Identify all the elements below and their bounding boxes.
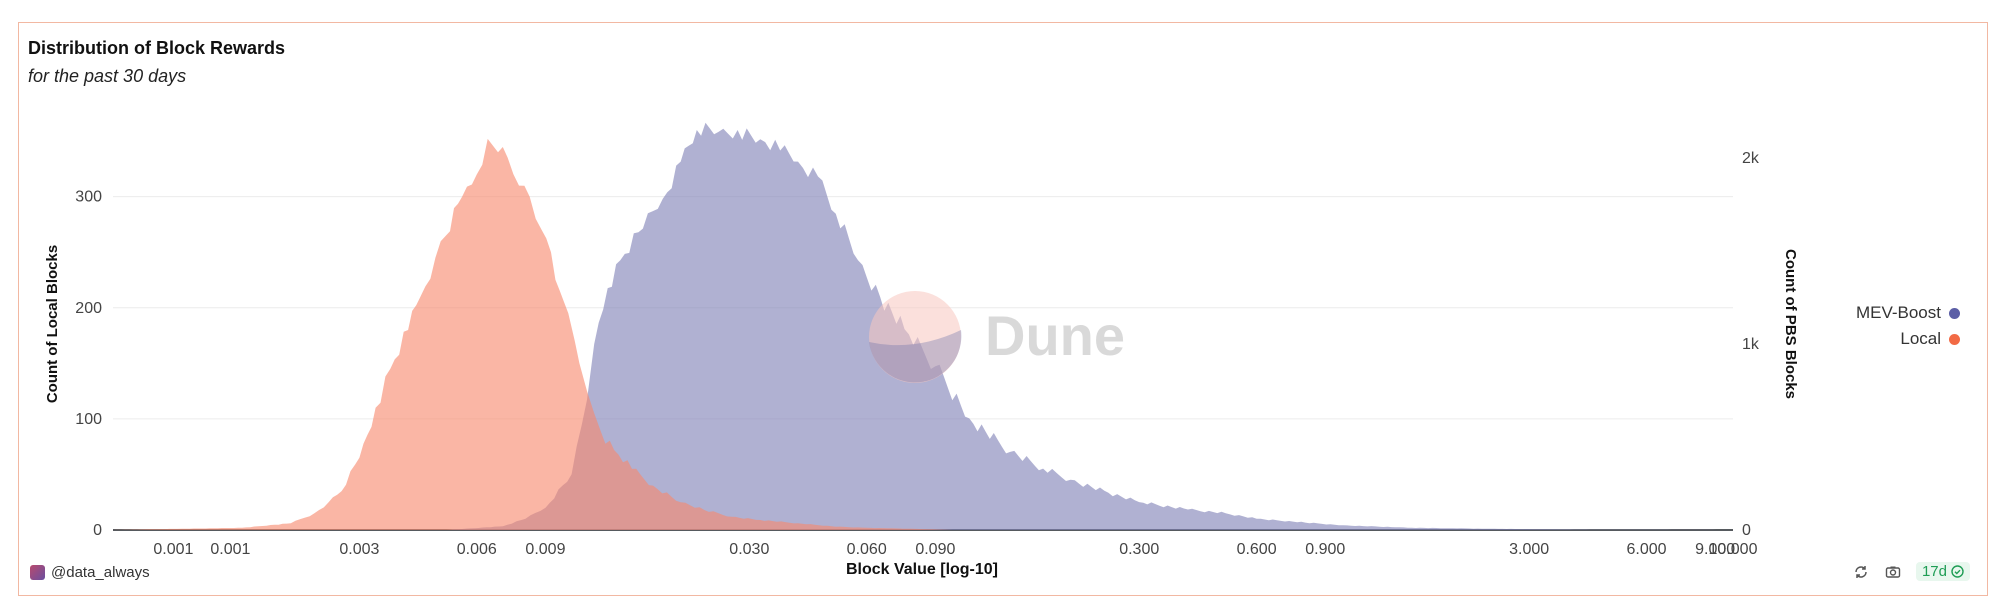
- chart-subtitle: for the past 30 days: [28, 66, 187, 86]
- area-series-mev-boost: [113, 122, 1733, 530]
- x-tick-label: 0.001: [153, 541, 193, 558]
- x-tick-label: 0.900: [1305, 541, 1345, 558]
- legend-item-mev-boost[interactable]: MEV-Boost: [1856, 300, 1960, 326]
- x-tick-label: 0.090: [915, 541, 955, 558]
- author-link[interactable]: @data_always: [30, 564, 150, 581]
- y-left-axis: 0 100 200 300: [75, 189, 102, 539]
- x-tick-label: 0.060: [847, 541, 887, 558]
- author-name: @data_always: [51, 564, 150, 581]
- x-tick-label: 3.000: [1509, 541, 1549, 558]
- check-circle-icon: [1951, 565, 1964, 578]
- legend: MEV-Boost Local: [1856, 300, 1960, 352]
- legend-item-local[interactable]: Local: [1856, 326, 1960, 352]
- y-left-tick-label: 0: [93, 522, 102, 539]
- dune-logo-shade: [869, 330, 962, 383]
- dune-watermark: Dune: [869, 291, 1125, 383]
- y-right-tick-label: 2k: [1742, 150, 1760, 167]
- legend-dot-icon: [1949, 333, 1960, 345]
- x-tick-label: 10.000: [1709, 541, 1758, 558]
- x-tick-label: 0.030: [729, 541, 769, 558]
- x-tick-label: 0.600: [1237, 541, 1277, 558]
- x-tick-label: 0.300: [1119, 541, 1159, 558]
- y-left-tick-label: 300: [75, 189, 102, 206]
- x-axis-label: Block Value [log-10]: [846, 561, 998, 578]
- chart-title: Distribution of Block Rewards: [28, 38, 286, 58]
- y-left-tick-label: 200: [75, 300, 102, 317]
- x-tick-label: 9.000: [1695, 541, 1735, 558]
- x-tick-label: 0.003: [339, 541, 379, 558]
- y-right-tick-label: 1k: [1742, 336, 1760, 353]
- x-tick-label: 6.000: [1626, 541, 1666, 558]
- legend-dot-icon: [1949, 307, 1960, 319]
- footer-actions: 17d: [1852, 562, 1970, 581]
- y-left-tick-label: 100: [75, 411, 102, 428]
- area-series-local: [113, 138, 1733, 530]
- dune-logo-icon: [869, 291, 961, 383]
- dune-watermark-text: Dune: [985, 304, 1125, 367]
- avatar: [30, 565, 45, 580]
- age-badge[interactable]: 17d: [1915, 562, 1970, 581]
- series-areas: [113, 122, 1733, 530]
- y-right-axis-label: Count of PBS Blocks: [1782, 249, 1799, 399]
- age-text: 17d: [1921, 563, 1947, 580]
- x-tick-label: 0.006: [457, 541, 497, 558]
- x-tick-label: 0.009: [525, 541, 565, 558]
- x-axis: 0.001 0.001 0.003 0.006 0.009 0.030 0.060 0.090…: [153, 541, 1757, 558]
- legend-label: Local: [1900, 329, 1941, 348]
- refresh-icon[interactable]: [1852, 563, 1870, 581]
- y-right-tick-label: 0: [1742, 522, 1751, 539]
- y-left-axis-label: Count of Local Blocks: [44, 245, 61, 403]
- legend-label: MEV-Boost: [1855, 303, 1941, 322]
- y-right-axis: 0 1k 2k: [1742, 150, 1760, 539]
- x-tick-label: 0.001: [210, 541, 250, 558]
- camera-icon[interactable]: [1884, 563, 1902, 581]
